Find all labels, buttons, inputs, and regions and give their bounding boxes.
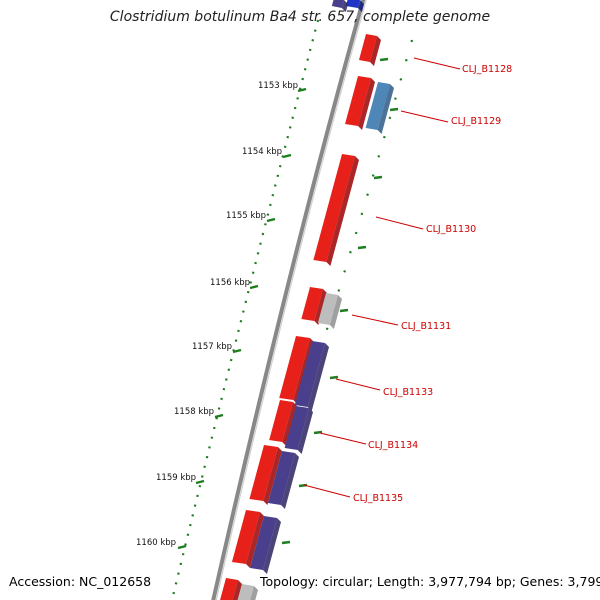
major-tick — [249, 284, 259, 290]
gene-reverse-CLJ_B1131-edge — [329, 295, 342, 329]
tick-label: 1153 kbp — [258, 81, 298, 91]
major-tick — [195, 479, 205, 485]
gene-reverse-bottom-edge — [250, 586, 258, 600]
major-tick — [232, 348, 242, 354]
gene-forward-bottom — [220, 578, 238, 600]
major-tick — [282, 153, 292, 159]
gene-forward-CLJ_B1130 — [313, 154, 355, 262]
gene-reverse-CLJ_B1133-edge — [307, 343, 329, 411]
gene-label-leader — [413, 57, 461, 70]
tick-label: 1158 kbp — [174, 407, 214, 417]
tick-label: 1154 kbp — [242, 147, 282, 157]
genome-backbone-highlight — [215, 0, 367, 600]
minor-tick — [313, 430, 323, 435]
minor-tick — [339, 308, 349, 313]
gene-label-leader — [319, 432, 367, 445]
gene-forward-CLJ_B1129-edge — [358, 78, 375, 130]
genome-backbone — [211, 0, 366, 600]
gene-reverse-CLJ_B1133 — [294, 341, 325, 407]
gene-label: CLJ_B1130 — [426, 224, 476, 235]
gene-label-leader — [375, 216, 424, 230]
minor-tick — [357, 245, 367, 250]
gene-forward-CLJ_B1128 — [358, 34, 377, 62]
gene-label: CLJ_B1128 — [462, 64, 512, 75]
gene-forward-CLJ_B1128-edge — [369, 36, 381, 66]
gene-forward-CLJ_B1134a-edge — [282, 402, 297, 446]
gene-forward-bottom-edge — [232, 580, 242, 600]
tick-label: 1160 kbp — [136, 538, 176, 548]
gene-label: CLJ_B1135 — [353, 493, 403, 504]
minor-tick — [329, 375, 339, 380]
major-tick — [214, 413, 224, 419]
gene-reverse-bottom — [237, 584, 254, 600]
accession-text: Accession: NC_012658 — [9, 574, 152, 589]
gene-label-leader — [351, 314, 399, 326]
gene-reverse-CLJ_B1129-edge — [377, 84, 394, 134]
gene-label-leader — [400, 110, 449, 123]
gene-label: CLJ_B1131 — [401, 321, 451, 332]
gene-reverse-top-dark-edge — [341, 0, 348, 12]
minor-tick — [373, 175, 383, 180]
gene-forward-CLJ_B1129 — [345, 76, 371, 126]
gene-reverse-next-edge — [262, 518, 281, 574]
gene-label: CLJ_B1129 — [451, 116, 501, 127]
gene-forward-CLJ_B1135-edge — [263, 447, 282, 505]
map-title: Clostridium botulinum Ba4 str. 657, comp… — [109, 9, 491, 25]
gene-reverse-top-blue-edge — [357, 0, 364, 12]
gene-forward-CLJ_B1131 — [301, 287, 323, 321]
gene-forward-CLJ_B1131-edge — [314, 289, 327, 325]
minor-tick — [379, 57, 389, 62]
gene-reverse-next — [249, 516, 277, 570]
major-tick — [177, 544, 187, 550]
gene-forward-CLJ_B1134a — [269, 400, 293, 442]
gene-forward-CLJ_B1135 — [249, 445, 278, 501]
minor-tick — [389, 107, 399, 112]
gene-label: CLJ_B1134 — [368, 440, 418, 451]
gene-forward-CLJ_B1133 — [279, 336, 310, 400]
gene-reverse-CLJ_B1134 — [284, 406, 309, 450]
gene-reverse-CLJ_B1134-edge — [297, 408, 313, 454]
gene-reverse-CLJ_B1129 — [365, 82, 390, 130]
gene-forward-next-edge — [245, 512, 264, 568]
outer-tick-ring — [258, 39, 414, 541]
major-tick — [297, 87, 307, 93]
minor-tick — [281, 540, 291, 545]
gene-label-leader — [335, 378, 381, 391]
tick-label: 1155 kbp — [226, 211, 266, 221]
gene-reverse-CLJ_B1135 — [267, 451, 295, 505]
gene-reverse-top-dark — [331, 0, 344, 8]
gene-reverse-CLJ_B1131 — [317, 293, 338, 325]
gene-label: CLJ_B1133 — [383, 387, 433, 398]
gene-reverse-CLJ_B1135-edge — [280, 453, 299, 509]
topology-text: Topology: circular; Length: 3,977,794 bp… — [260, 574, 600, 589]
gene-forward-next — [231, 510, 260, 564]
gene-forward-CLJ_B1130-edge — [326, 156, 359, 266]
gene-reverse-top-blue — [345, 0, 360, 8]
tick-label: 1156 kbp — [210, 278, 250, 288]
tick-label: 1157 kbp — [192, 342, 232, 352]
tick-label: 1159 kbp — [156, 473, 196, 483]
gene-label-leader — [303, 484, 351, 498]
inner-tick-ring — [170, 19, 320, 600]
major-tick — [266, 217, 276, 223]
